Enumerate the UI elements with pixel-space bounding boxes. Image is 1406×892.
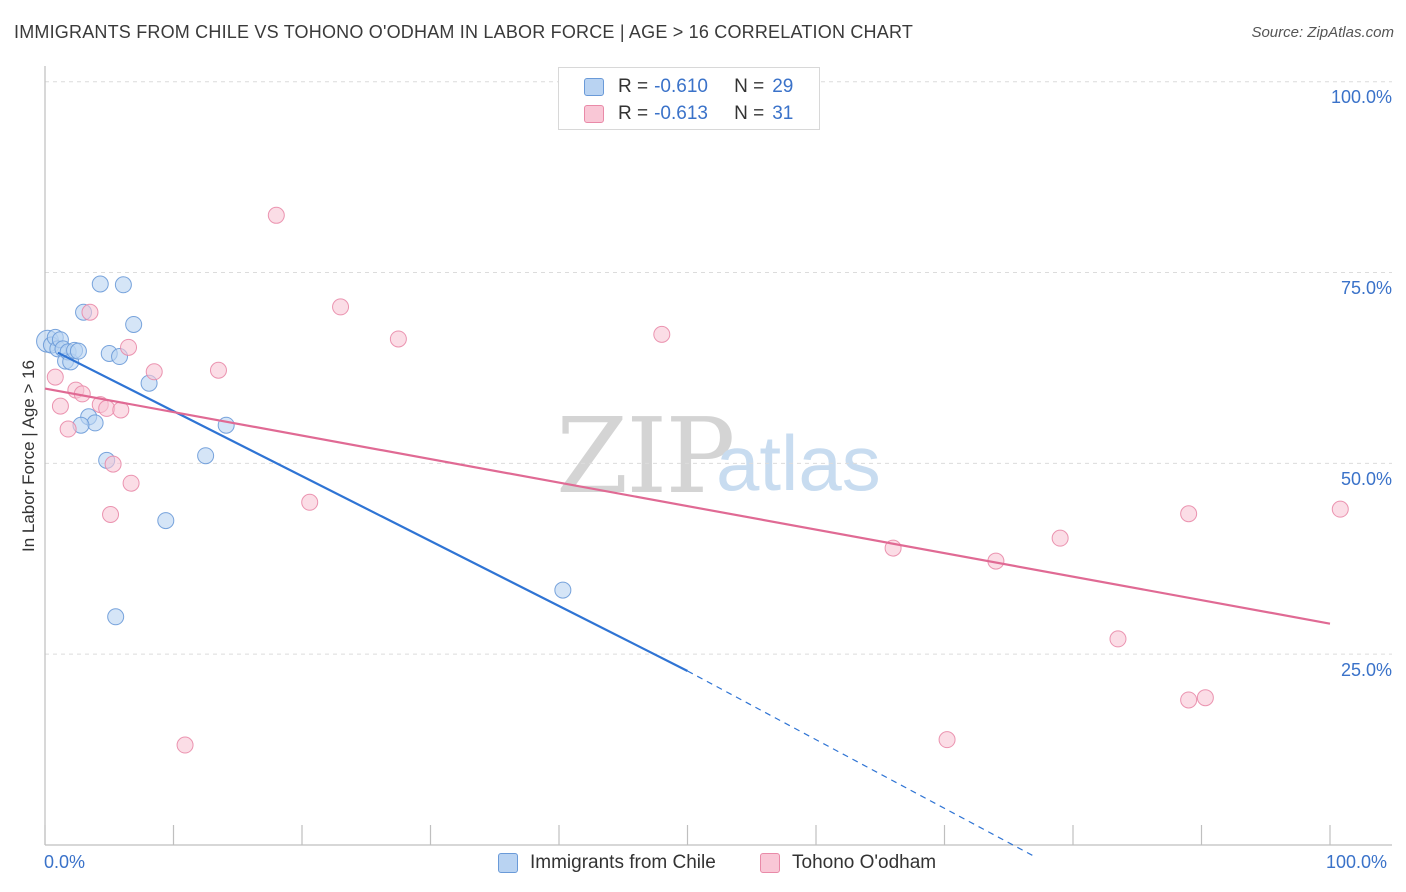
chile-point-24	[157, 512, 175, 530]
tohono-point-16	[104, 455, 122, 473]
tohono-point-5	[209, 361, 227, 379]
chile-point-12	[91, 275, 109, 293]
chile-trend-extension	[687, 670, 1035, 857]
tohono-point-22	[1051, 529, 1069, 547]
source-credit: Source: ZipAtlas.com	[1251, 24, 1394, 41]
r-label: R =	[618, 76, 649, 97]
y-tick-label-100: 100.0%	[1330, 87, 1392, 107]
tohono-point-29	[176, 736, 194, 754]
tohono-point-0	[267, 206, 285, 224]
n-value: 31	[772, 103, 794, 124]
tohono-point-8	[46, 368, 64, 386]
tohono-point-24	[1331, 500, 1349, 518]
n-label: N =	[734, 103, 765, 124]
tohono-point-13	[98, 399, 116, 417]
tohono-point-18	[102, 506, 120, 524]
tohono-point-11	[51, 397, 69, 415]
chile-swatch-icon	[498, 853, 518, 873]
chile-swatch-icon	[584, 78, 604, 96]
tohono-trend-line	[44, 387, 1331, 625]
series-legend: Immigrants from Chile Tohono O'odham	[0, 852, 1406, 878]
chile-point-26	[554, 581, 572, 599]
tohono-point-4	[81, 303, 99, 321]
chile-point-22	[197, 447, 215, 465]
chile-point-25	[107, 608, 125, 626]
tohono-point-25	[1109, 630, 1127, 648]
chile-trend-line	[57, 351, 688, 672]
chile-point-14	[125, 315, 143, 333]
tohono-point-28	[938, 731, 956, 749]
tohono-point-23	[1180, 505, 1198, 523]
y-axis-label: In Labor Force | Age > 16	[19, 359, 38, 553]
watermark-zip: ZIP	[556, 395, 735, 517]
legend-item-chile[interactable]: Immigrants from Chile	[498, 852, 716, 874]
y-tick-label-25: 25.0%	[1340, 660, 1392, 680]
tohono-point-26	[1180, 691, 1198, 709]
chart-title: IMMIGRANTS FROM CHILE VS TOHONO O'ODHAM …	[14, 22, 914, 42]
legend-item-tohono[interactable]: Tohono O'odham	[760, 852, 936, 874]
chile-point-13	[114, 276, 132, 294]
tohono-swatch-icon	[584, 105, 604, 123]
tohono-point-3	[653, 325, 671, 343]
tohono-point-17	[122, 474, 140, 492]
tohono-point-7	[120, 338, 138, 356]
tohono-point-15	[59, 420, 77, 438]
n-label: N =	[734, 76, 765, 97]
n-value: 29	[772, 76, 794, 97]
chile-point-10	[69, 342, 87, 360]
tohono-point-19	[301, 493, 319, 511]
legend-label-tohono: Tohono O'odham	[792, 852, 937, 873]
y-tick-label-75: 75.0%	[1340, 278, 1392, 298]
r-label: R =	[618, 103, 649, 124]
y-tick-label-50: 50.0%	[1340, 469, 1392, 489]
tohono-point-2	[389, 330, 407, 348]
r-value: -0.610	[654, 76, 708, 97]
correlation-legend: R = -0.610 N = 29 R = -0.613 N = 31	[558, 67, 820, 130]
legend-label-chile: Immigrants from Chile	[530, 852, 716, 873]
legend-row-tohono: R = -0.613 N = 31	[584, 101, 793, 127]
tohono-point-27	[1196, 689, 1214, 707]
tohono-point-1	[332, 298, 350, 316]
x-tick-label-max: 100.0%	[1326, 852, 1388, 872]
legend-row-chile: R = -0.610 N = 29	[584, 74, 793, 100]
x-tick-label-min: 0.0%	[44, 852, 86, 872]
chile-point-19	[86, 414, 104, 432]
tohono-swatch-icon	[760, 853, 780, 873]
tohono-point-6	[145, 363, 163, 381]
r-value: -0.613	[654, 103, 708, 124]
